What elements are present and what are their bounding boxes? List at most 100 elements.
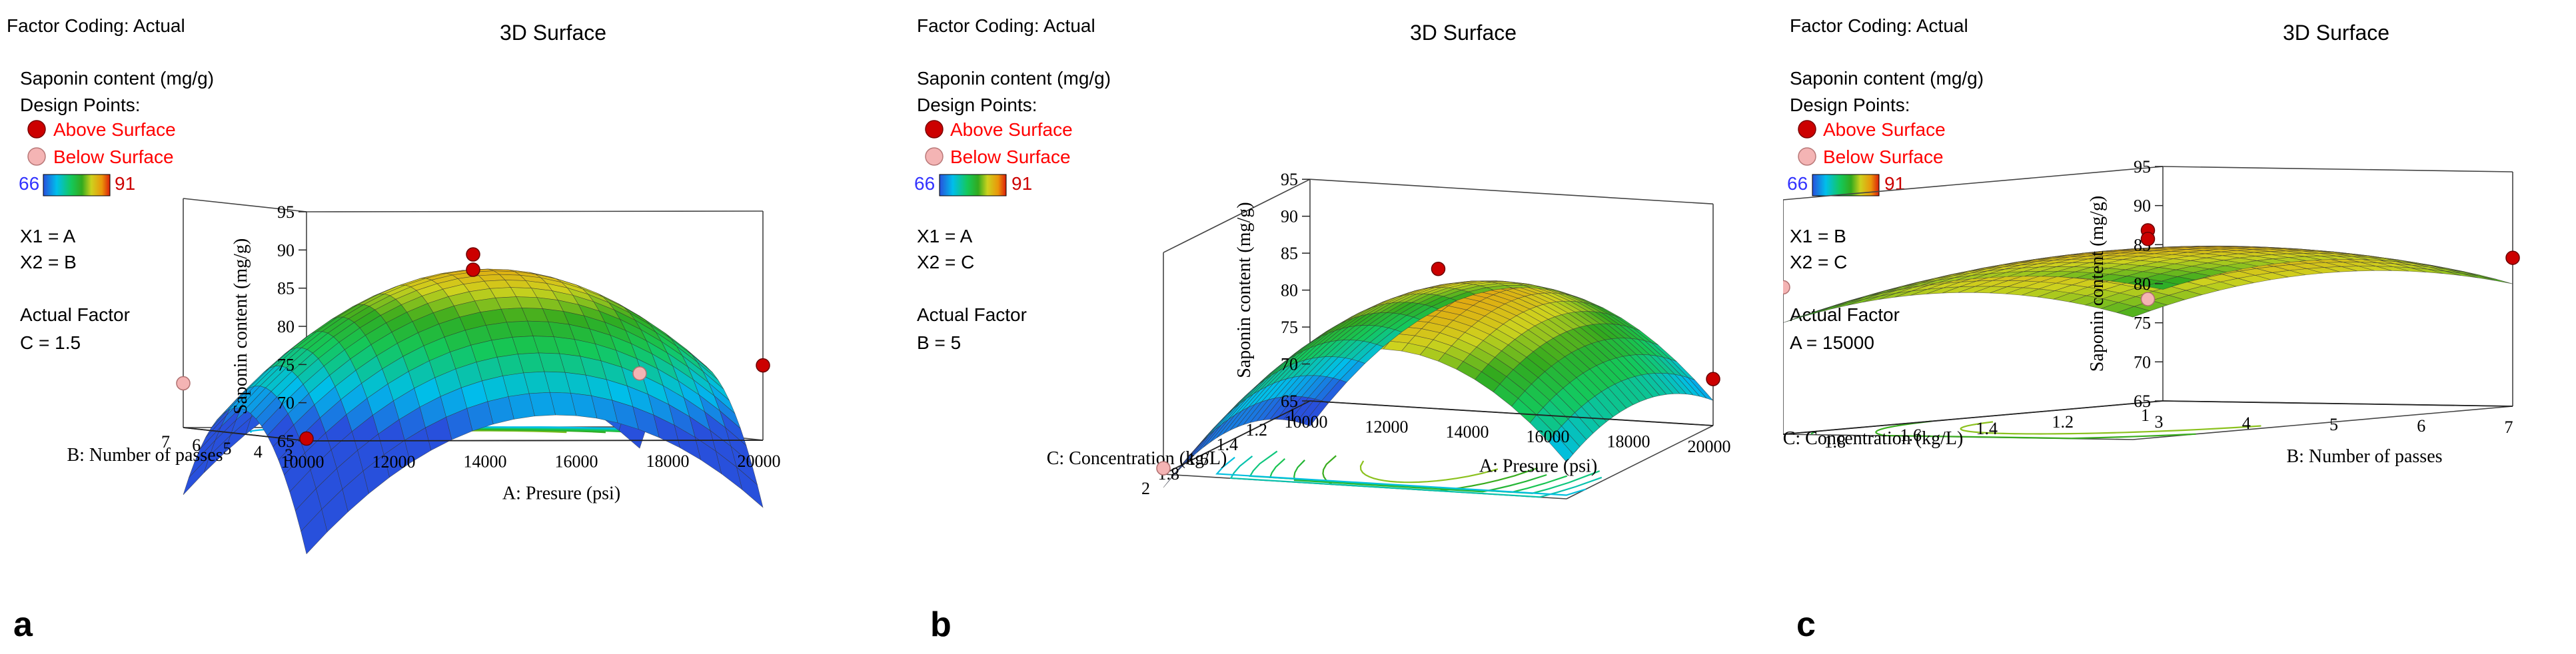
design-points-label: Design Points: <box>1790 95 1910 115</box>
z-axis-label: Saponin content (mg/g) <box>231 238 251 414</box>
surface-patch <box>1303 400 1329 427</box>
x-axis: 10000 12000 14000 16000 18000 20000 <box>281 452 781 472</box>
response-label: Saponin content (mg/g) <box>1790 68 1984 89</box>
surface-patch <box>2146 280 2179 290</box>
design-points <box>1783 223 2520 306</box>
z-tick-label: 65 <box>1281 392 1298 411</box>
actual-factor-value: A = 15000 <box>1790 332 1874 353</box>
response-label: Saponin content (mg/g) <box>20 68 214 89</box>
actual-factor-value: B = 5 <box>917 332 961 353</box>
panel-letter: c <box>1796 605 1816 644</box>
x-tick-label: 14000 <box>1446 422 1489 442</box>
z-axis-label: Saponin content (mg/g) <box>1234 202 1255 378</box>
box-edge <box>306 210 764 212</box>
chart-title: 3D Surface <box>2283 21 2389 45</box>
contour-line <box>1960 421 2261 435</box>
above-surface-label: Above Surface <box>53 119 176 140</box>
x-axis: 3 4 5 6 7 <box>2155 412 2513 437</box>
above-surface-marker <box>27 120 46 139</box>
y-tick-label: 1.4 <box>1976 419 1998 438</box>
scale-min-label: 66 <box>19 173 39 194</box>
x-axis-label: B: Number of passes <box>2286 446 2442 467</box>
design-points-label: Design Points: <box>20 95 141 115</box>
design-point-above <box>2140 232 2156 246</box>
design-point-below <box>2140 292 2156 306</box>
below-surface-marker <box>27 147 46 166</box>
axis-line <box>1783 400 2164 435</box>
z-tick-label: 85 <box>277 279 295 298</box>
color-scale-bar <box>939 174 1007 196</box>
below-surface-label: Below Surface <box>53 147 174 167</box>
z-tick-label: 95 <box>1281 170 1298 189</box>
z-tick-label: 80 <box>1281 281 1298 300</box>
surface-chart-c: Factor Coding: Actual 3D Surface Saponin… <box>1783 15 2520 644</box>
x-tick-label: 5 <box>2329 415 2338 434</box>
z-tick-label: 90 <box>1281 207 1298 226</box>
x-tick-label: 16000 <box>1527 427 1570 446</box>
z-tick-label: 70 <box>277 394 295 413</box>
box-edge <box>183 198 307 212</box>
panel-b: Factor Coding: Actual 3D Surface Saponin… <box>910 0 1768 654</box>
box-edge <box>1566 425 1714 499</box>
scale-max-label: 91 <box>1011 173 1032 194</box>
factor-coding-label: Factor Coding: Actual <box>7 15 185 36</box>
z-tick-label: 90 <box>2134 196 2151 216</box>
actual-factor-label: Actual Factor <box>20 304 130 325</box>
y-tick-label: 1.6 <box>1900 426 1922 445</box>
x-tick-label: 12000 <box>1365 417 1409 436</box>
z-axis-label: Saponin content (mg/g) <box>2087 196 2108 372</box>
x-tick-label: 18000 <box>1607 432 1650 452</box>
above-surface-label: Above Surface <box>1823 119 1946 140</box>
y-tick-label: 1 <box>1288 406 1297 425</box>
surface-mesh <box>1163 280 1714 488</box>
y-axis-label: C: Concentration (kg/L) <box>1783 428 1963 449</box>
x-tick-label: 20000 <box>1688 437 1731 456</box>
design-point-above <box>466 247 480 262</box>
factor-coding-label: Factor Coding: Actual <box>917 15 1095 36</box>
y-tick-label: 1 <box>2141 406 2150 425</box>
z-tick-label: 75 <box>277 355 295 374</box>
z-tick-label: 65 <box>277 432 295 451</box>
x-tick-label: 7 <box>2505 418 2513 437</box>
y-tick-label: 1.6 <box>1187 450 1209 469</box>
x1-label: X1 = A <box>917 226 973 246</box>
x-tick-label: 4 <box>2242 414 2251 433</box>
contour-line <box>1359 460 1499 484</box>
y-tick-label: 4 <box>254 442 263 462</box>
z-tick-label: 95 <box>277 202 295 222</box>
design-point-below <box>176 376 191 391</box>
chart-title: 3D Surface <box>1410 21 1517 45</box>
x-axis-label: A: Presure (psi) <box>502 484 620 504</box>
x-tick-label: 12000 <box>372 452 416 472</box>
box-edge <box>2162 166 2513 172</box>
x-tick-label: 10000 <box>281 452 324 472</box>
panel-letter: b <box>930 605 952 644</box>
y-tick-label: 1.4 <box>1217 435 1239 454</box>
surface-patch <box>2479 276 2513 284</box>
axis-line <box>306 440 764 442</box>
x-tick-label: 6 <box>2417 416 2425 436</box>
box-edge <box>1309 178 1714 204</box>
scale-max-label: 91 <box>115 173 135 194</box>
contour-line <box>1229 456 1603 498</box>
surface-patch <box>301 509 328 555</box>
design-point-above <box>1431 261 1446 276</box>
design-point-below <box>1156 461 1171 476</box>
y-tick-label: 6 <box>192 436 201 455</box>
design-points <box>1156 261 1720 476</box>
y-tick-label: 1.2 <box>1246 420 1268 440</box>
x-axis-label: A: Presure (psi) <box>1479 456 1597 477</box>
contour-line <box>1215 456 1587 496</box>
y-tick-label: 1.2 <box>2052 412 2074 432</box>
design-points <box>176 247 770 446</box>
box-edge <box>1163 178 1311 253</box>
design-point-above <box>299 431 314 446</box>
y-axis: 3 4 5 6 7 <box>161 432 293 465</box>
x2-label: X2 = C <box>917 252 974 272</box>
above-surface-marker <box>1798 120 1816 139</box>
x-tick-label: 14000 <box>464 452 507 472</box>
surface-chart-a: Factor Coding: Actual 3D Surface Saponin… <box>7 15 781 644</box>
